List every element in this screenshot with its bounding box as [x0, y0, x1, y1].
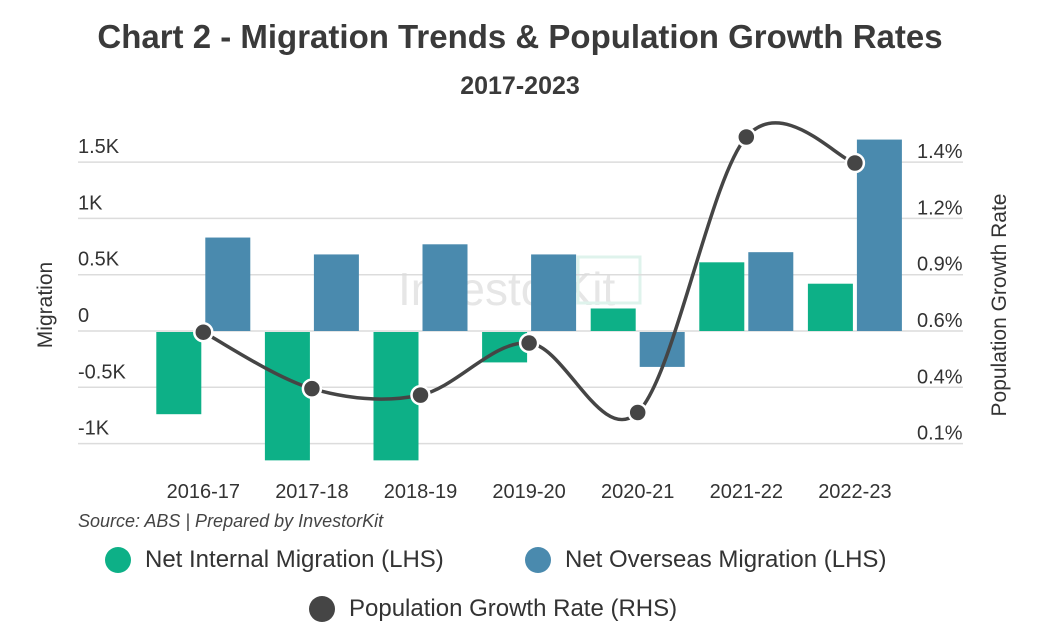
bar-internal: [156, 332, 202, 415]
bar-internal: [807, 283, 853, 331]
legend-item-internal[interactable]: Net Internal Migration (LHS): [105, 546, 444, 574]
legend-marker-icon: [105, 547, 131, 573]
bar-overseas: [639, 332, 685, 367]
y-axis-title: Migration: [34, 262, 57, 348]
growth-rate-point: [193, 321, 214, 343]
y-tick-label: 1.5K: [78, 136, 120, 158]
x-tick-label: 2018-19: [384, 481, 457, 503]
legend-label: Net Internal Migration (LHS): [145, 546, 444, 573]
y2-tick-label: 1.2%: [917, 197, 963, 219]
legend-marker-icon: [525, 547, 551, 573]
y2-tick-label: 1.4%: [917, 141, 963, 163]
x-tick-label: 2021-22: [710, 481, 783, 503]
bar-overseas: [856, 139, 902, 331]
bar-overseas: [748, 252, 794, 331]
bar-overseas: [313, 254, 359, 331]
growth-rate-point: [301, 378, 323, 399]
x-tick-label: 2022-23: [818, 481, 891, 503]
legend-label: Population Growth Rate (RHS): [349, 595, 678, 622]
y2-tick-label: 0.6%: [917, 310, 963, 332]
legend-marker-icon: [309, 596, 335, 622]
legend-item-growth-rate[interactable]: Population Growth Rate (RHS): [309, 595, 677, 623]
y2-tick-label: 0.9%: [917, 254, 963, 276]
bar-internal: [699, 262, 745, 331]
growth-rate-point: [518, 332, 540, 354]
growth-rate-point: [627, 402, 648, 423]
chart-title: Chart 2 - Migration Trends & Population …: [97, 18, 943, 55]
chart-subtitle: 2017-2023: [460, 72, 580, 100]
watermark-box: [576, 255, 642, 305]
y-tick-label: -0.5K: [78, 361, 126, 383]
growth-rate-point: [410, 384, 431, 406]
y-tick-label: 0: [78, 305, 89, 327]
source-note: Source: ABS | Prepared by InvestorKit: [78, 511, 384, 531]
growth-rate-point: [844, 152, 866, 174]
x-tick-label: 2019-20: [492, 481, 565, 503]
x-tick-label: 2016-17: [167, 481, 240, 503]
y-tick-label: -1K: [78, 418, 110, 440]
legend-item-overseas[interactable]: Net Overseas Migration (LHS): [525, 546, 886, 574]
growth-rate-point: [736, 126, 757, 148]
y2-axis-title: Population Growth Rate: [988, 194, 1011, 417]
bar-overseas: [531, 254, 577, 331]
bar-overseas: [205, 237, 251, 331]
bar-internal: [264, 332, 310, 461]
y-tick-label: 0.5K: [78, 249, 120, 271]
bar-internal: [590, 308, 636, 331]
legend-label: Net Overseas Migration (LHS): [565, 546, 887, 573]
y-tick-label: 1K: [78, 192, 103, 214]
y2-tick-label: 0.1%: [917, 423, 963, 445]
x-tick-label: 2020-21: [601, 481, 674, 503]
x-tick-label: 2017-18: [275, 481, 348, 503]
y2-tick-label: 0.4%: [917, 366, 963, 388]
bar-overseas: [422, 244, 468, 331]
